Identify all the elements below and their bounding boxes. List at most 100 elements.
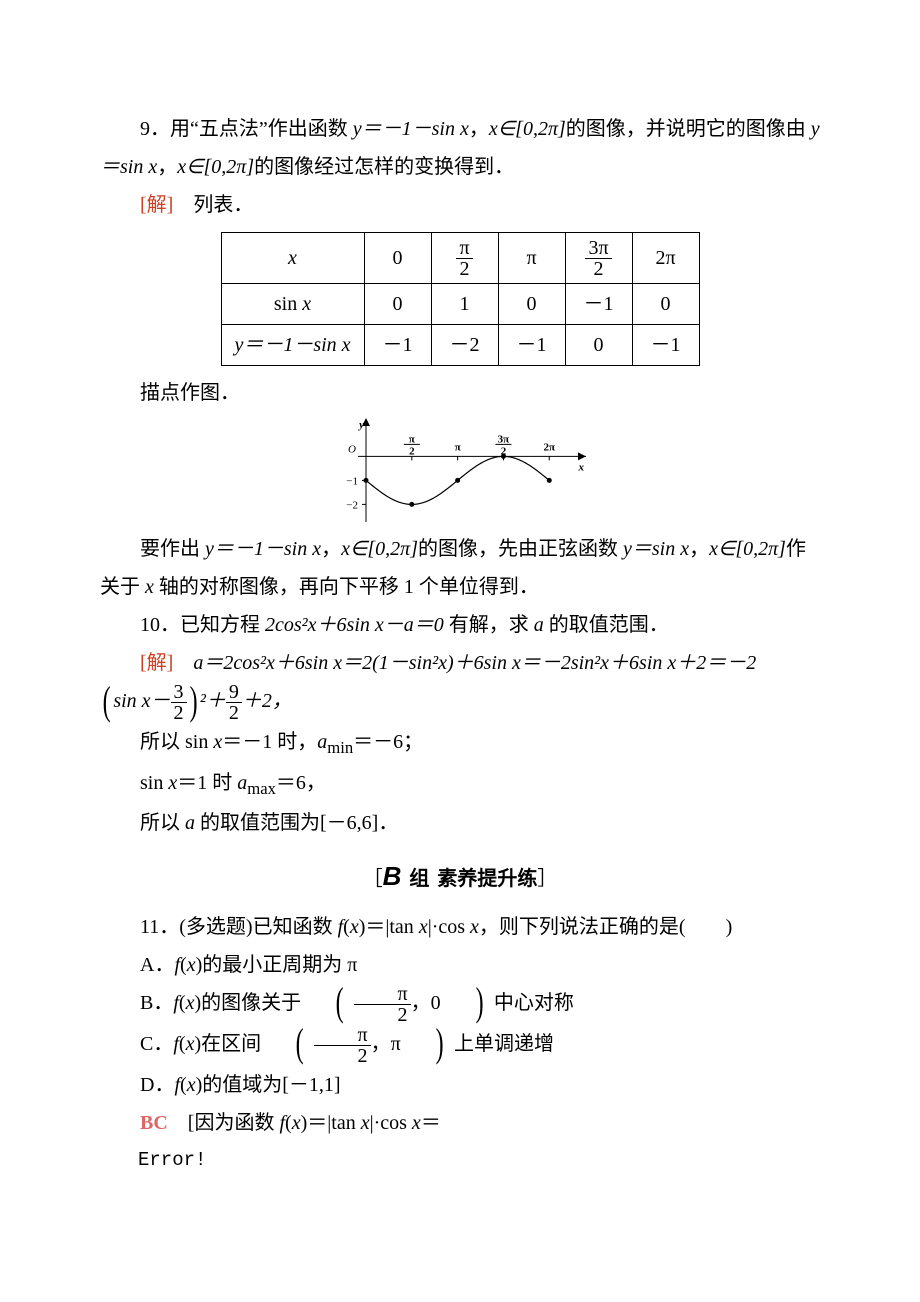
table-cell: －2 — [431, 325, 498, 366]
q10-sol-line4: 所以 a 的取值范围为[－6,6]． — [100, 804, 820, 842]
page: 9．用“五点法”作出函数 y＝－1－sin x，x∈[0,2π]的图像，并说明它… — [0, 0, 920, 1258]
table-row-header: sin x — [221, 284, 364, 325]
q9s-b: y＝－1－sin x — [205, 538, 321, 560]
section-b-letter: B — [383, 852, 402, 901]
table-cell: 1 — [431, 284, 498, 325]
q10s4c: 的取值范围为[－6,6]． — [195, 812, 398, 834]
q10s4b: a — [185, 812, 195, 834]
section-b-header: ［B组素养提升练］ — [100, 852, 820, 901]
q10-stem: 10．已知方程 2cos²x＋6sin x－a＝0 有解，求 a 的取值范围． — [100, 606, 820, 644]
q9s-f: y＝sin x — [623, 538, 689, 560]
frac-3-2: 32 — [171, 682, 187, 723]
q11si: ，则下列说法正确的是( ) — [479, 916, 732, 938]
table-row-header: x — [221, 233, 364, 284]
ae: )＝|tan — [301, 1112, 361, 1134]
q10-var: a — [534, 614, 544, 636]
q10s2a: 所以 sin — [140, 731, 213, 753]
q10s3c: ＝1 时 — [177, 772, 237, 794]
solution-label-2: [解] — [140, 652, 173, 674]
q10s3a: sin — [140, 772, 168, 794]
table-cell: 3π2 — [565, 233, 632, 284]
num: π — [354, 984, 410, 1005]
q11-optC: C．f(x)在区间(π2，π)上单调递增 — [100, 1025, 820, 1066]
den: 2 — [171, 703, 187, 723]
table-cell: －1 — [364, 325, 431, 366]
a3: ( — [180, 954, 187, 976]
q10s3d: a — [237, 772, 247, 794]
q11se: )＝|tan — [359, 916, 419, 938]
q11-optD: D．f(x)的值域为[－1,1] — [100, 1066, 820, 1104]
q10-sol-line1b: (sin x－32)²＋92＋2， — [100, 682, 820, 723]
svg-text:x: x — [578, 461, 585, 473]
b6: 中心对称 — [494, 992, 574, 1014]
solution-label: [解] — [140, 194, 173, 216]
q9-t5: 的图像经过怎样的变换得到． — [254, 156, 514, 178]
q11-optA: A．f(x)的最小正周期为 π — [100, 946, 820, 984]
svg-text:2π: 2π — [543, 441, 555, 453]
q11-optB: B．f(x)的图像关于(π2，0)中心对称 — [100, 984, 820, 1025]
ah: x — [412, 1112, 421, 1134]
q10-b: 有解，求 — [444, 614, 534, 636]
q10s-1b-sq: ²＋ — [200, 690, 226, 712]
bracket-r: ］ — [537, 868, 557, 890]
d3: ( — [180, 1074, 187, 1096]
table-cell: π — [498, 233, 565, 284]
q11sa: 11．(多选题)已知函数 — [140, 916, 338, 938]
q9s-a: 要作出 — [140, 538, 205, 560]
c-mid: ，π — [371, 1033, 401, 1055]
table-cell: 0 — [364, 233, 431, 284]
num: π — [314, 1025, 370, 1046]
b1: B． — [140, 992, 173, 1014]
svg-text:−2: −2 — [346, 499, 358, 511]
q10s3e: max — [247, 779, 276, 798]
q10-sol-line3: sin x＝1 时 amax＝6， — [100, 764, 820, 805]
svg-text:y: y — [357, 419, 364, 431]
bracket-l: ［ — [363, 868, 383, 890]
table-cell: －1 — [565, 284, 632, 325]
q9-eq4: x∈[0,2π] — [177, 156, 254, 178]
den: 2 — [314, 1046, 370, 1066]
table-cell: －1 — [632, 325, 699, 366]
d4: x — [187, 1074, 196, 1096]
q10s-1b-pre: sin x－ — [113, 690, 170, 712]
table-cell: π2 — [431, 233, 498, 284]
q9s-c: ， — [321, 538, 341, 560]
q11-answer: BC — [140, 1112, 168, 1134]
q9-sol-line1: [解] 列表． — [100, 186, 820, 224]
num: 3 — [171, 682, 187, 703]
b-mid: ，0 — [411, 992, 441, 1014]
q9-plot: −1−2π2π3π22πOyx — [330, 416, 590, 526]
a4: x — [187, 954, 196, 976]
table-row: y＝－1－sin x－1－2－10－1 — [221, 325, 699, 366]
q10-c: 的取值范围． — [544, 614, 669, 636]
q10s2b: x — [213, 731, 222, 753]
svg-text:3π: 3π — [498, 433, 510, 445]
q11-stem: 11．(多选题)已知函数 f(x)＝|tan x|·cos x，则下列说法正确的… — [100, 908, 820, 946]
q9s-d: x∈[0,2π] — [341, 538, 418, 560]
section-group: 组 — [409, 860, 429, 898]
svg-text:2: 2 — [409, 445, 415, 457]
ac: ( — [285, 1112, 292, 1134]
q9-t3: 的图像，并说明它的图像由 — [566, 118, 811, 140]
q9-eq2: x∈[0,2π] — [489, 118, 566, 140]
ai: ＝ — [421, 1112, 441, 1134]
q10s4a: 所以 — [140, 812, 185, 834]
c1: C． — [140, 1033, 173, 1055]
svg-text:π: π — [455, 441, 461, 453]
q9-eq1: y＝－1－sin x — [353, 118, 469, 140]
q9s-g: ， — [689, 538, 709, 560]
a5: )的最小正周期为 π — [196, 954, 358, 976]
q10s2c: ＝－1 时， — [222, 731, 317, 753]
q10-a: 10．已知方程 — [140, 614, 265, 636]
q9s-h: x∈[0,2π] — [709, 538, 786, 560]
q9s-j: x — [145, 576, 154, 598]
d5: )的值域为[－1,1] — [196, 1074, 341, 1096]
table-cell: －1 — [498, 325, 565, 366]
b5: )的图像关于 — [194, 992, 301, 1014]
a1: A． — [140, 954, 174, 976]
frac-pi-2: π2 — [354, 984, 410, 1025]
c5: )在区间 — [194, 1033, 261, 1055]
q9-sol-t1: 列表． — [173, 194, 253, 216]
den: 2 — [226, 703, 242, 723]
svg-text:π: π — [409, 433, 415, 445]
